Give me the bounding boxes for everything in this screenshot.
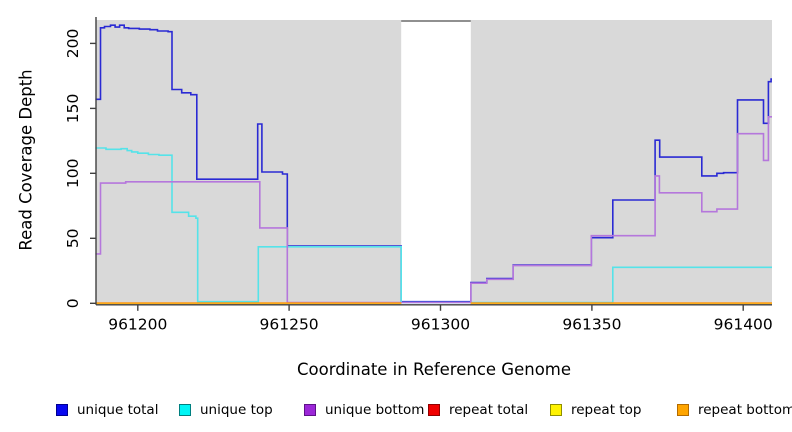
y-tick-label: 50 [64, 228, 82, 248]
x-tick-label: 961200 [108, 315, 167, 333]
y-tick-label: 0 [64, 298, 82, 308]
legend-item-repeat-bottom: repeat bottom [677, 400, 792, 420]
x-tick-label: 961400 [714, 315, 773, 333]
legend-label-unique-top: unique top [200, 402, 273, 418]
x-tick-label: 961350 [562, 315, 621, 333]
legend-label-repeat-bottom: repeat bottom [698, 402, 792, 418]
legend-label-unique-bottom: unique bottom [325, 402, 425, 418]
series-line-unique-total [95, 24, 772, 303]
legend: unique total unique top unique bottom repea… [0, 398, 792, 424]
y-tick-label: 150 [64, 94, 82, 124]
legend-item-unique-total: unique total [56, 400, 158, 420]
legend-swatch-repeat-total [428, 404, 440, 416]
coverage-chart: 961200 961250 961300 961350 961400 0 50 100 150 2… [64, 17, 773, 333]
legend-swatch-repeat-top [550, 404, 562, 416]
legend-swatch-unique-top [179, 404, 191, 416]
legend-swatch-unique-total [56, 404, 68, 416]
y-axis-title: Read Coverage Depth [16, 69, 36, 251]
x-tick-label: 961250 [260, 315, 319, 333]
legend-item-unique-bottom: unique bottom [304, 400, 424, 420]
legend-item-repeat-top: repeat top [550, 400, 641, 420]
legend-item-repeat-total: repeat total [428, 400, 528, 420]
x-tick-label: 961300 [411, 315, 470, 333]
legend-label-repeat-total: repeat total [449, 402, 529, 418]
y-tick-label: 200 [64, 29, 82, 59]
legend-label-unique-total: unique total [77, 402, 159, 418]
legend-label-repeat-top: repeat top [571, 402, 642, 418]
gap-band [401, 22, 471, 304]
x-axis-title: Coordinate in Reference Genome [296, 360, 572, 379]
chart-canvas: 961200 961250 961300 961350 961400 0 50 100 150 2… [64, 17, 773, 333]
series-line-unique-top [95, 147, 772, 304]
legend-swatch-repeat-bottom [677, 404, 689, 416]
legend-swatch-unique-bottom [304, 404, 316, 416]
y-tick-label: 100 [64, 159, 82, 189]
series-line-unique-bottom [95, 116, 772, 304]
legend-item-unique-top: unique top [179, 400, 273, 420]
